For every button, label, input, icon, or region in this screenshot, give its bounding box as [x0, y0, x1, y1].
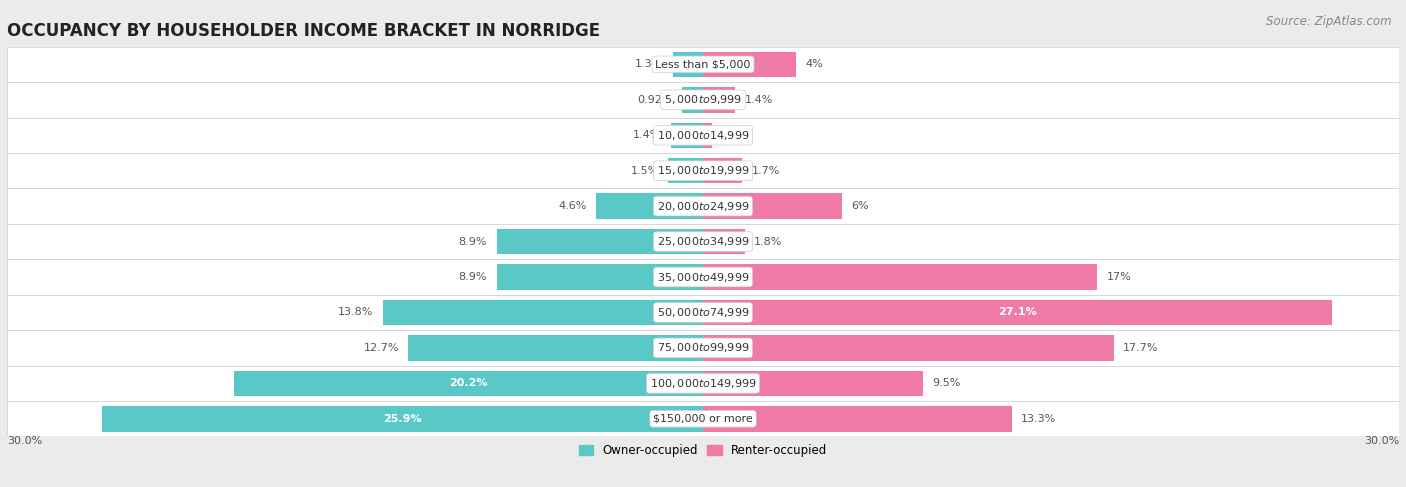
Text: $20,000 to $24,999: $20,000 to $24,999: [657, 200, 749, 213]
Text: 1.7%: 1.7%: [752, 166, 780, 176]
Text: $35,000 to $49,999: $35,000 to $49,999: [657, 270, 749, 283]
Bar: [671, 123, 703, 148]
Bar: [703, 264, 1098, 290]
Text: 1.4%: 1.4%: [745, 95, 773, 105]
Bar: [703, 158, 742, 184]
Bar: [7, 295, 1399, 330]
Text: $5,000 to $9,999: $5,000 to $9,999: [664, 94, 742, 106]
Text: $10,000 to $14,999: $10,000 to $14,999: [657, 129, 749, 142]
Bar: [7, 330, 1399, 366]
Bar: [703, 371, 924, 396]
Bar: [673, 52, 703, 77]
Text: Less than $5,000: Less than $5,000: [655, 59, 751, 69]
Text: 12.7%: 12.7%: [364, 343, 399, 353]
Bar: [703, 335, 1114, 361]
Bar: [703, 123, 713, 148]
Text: $150,000 or more: $150,000 or more: [654, 414, 752, 424]
Text: 0.92%: 0.92%: [637, 95, 672, 105]
Bar: [703, 406, 1011, 431]
Bar: [496, 229, 703, 254]
Text: 1.8%: 1.8%: [754, 237, 782, 246]
Bar: [7, 117, 1399, 153]
Legend: Owner-occupied, Renter-occupied: Owner-occupied, Renter-occupied: [574, 439, 832, 462]
Bar: [7, 401, 1399, 436]
Text: $50,000 to $74,999: $50,000 to $74,999: [657, 306, 749, 319]
Bar: [682, 87, 703, 112]
Text: 30.0%: 30.0%: [1364, 436, 1399, 447]
Text: 13.8%: 13.8%: [339, 307, 374, 318]
Bar: [408, 335, 703, 361]
Text: 1.5%: 1.5%: [631, 166, 659, 176]
Bar: [703, 229, 745, 254]
Bar: [668, 158, 703, 184]
Text: OCCUPANCY BY HOUSEHOLDER INCOME BRACKET IN NORRIDGE: OCCUPANCY BY HOUSEHOLDER INCOME BRACKET …: [7, 21, 600, 39]
Text: 4%: 4%: [806, 59, 823, 69]
Bar: [703, 87, 735, 112]
Text: 8.9%: 8.9%: [458, 272, 488, 282]
Text: $15,000 to $19,999: $15,000 to $19,999: [657, 164, 749, 177]
Bar: [596, 193, 703, 219]
Text: 20.2%: 20.2%: [450, 378, 488, 388]
Text: 13.3%: 13.3%: [1021, 414, 1056, 424]
Bar: [7, 47, 1399, 82]
Bar: [496, 264, 703, 290]
Bar: [7, 366, 1399, 401]
Text: 25.9%: 25.9%: [384, 414, 422, 424]
Bar: [703, 193, 842, 219]
Text: $75,000 to $99,999: $75,000 to $99,999: [657, 341, 749, 355]
Text: 9.5%: 9.5%: [932, 378, 962, 388]
Text: 30.0%: 30.0%: [7, 436, 42, 447]
Text: 0.4%: 0.4%: [721, 130, 749, 140]
Text: 27.1%: 27.1%: [998, 307, 1036, 318]
Text: 6%: 6%: [852, 201, 869, 211]
Bar: [235, 371, 703, 396]
Bar: [703, 52, 796, 77]
Text: $25,000 to $34,999: $25,000 to $34,999: [657, 235, 749, 248]
Text: Source: ZipAtlas.com: Source: ZipAtlas.com: [1267, 15, 1392, 28]
Bar: [7, 224, 1399, 259]
Bar: [7, 259, 1399, 295]
Bar: [703, 300, 1331, 325]
Text: 4.6%: 4.6%: [558, 201, 586, 211]
Bar: [382, 300, 703, 325]
Text: 17%: 17%: [1107, 272, 1132, 282]
Bar: [7, 153, 1399, 188]
Bar: [103, 406, 703, 431]
Bar: [7, 82, 1399, 117]
Bar: [7, 188, 1399, 224]
Text: 1.3%: 1.3%: [636, 59, 664, 69]
Text: 1.4%: 1.4%: [633, 130, 661, 140]
Text: 17.7%: 17.7%: [1123, 343, 1159, 353]
Text: 8.9%: 8.9%: [458, 237, 488, 246]
Text: $100,000 to $149,999: $100,000 to $149,999: [650, 377, 756, 390]
